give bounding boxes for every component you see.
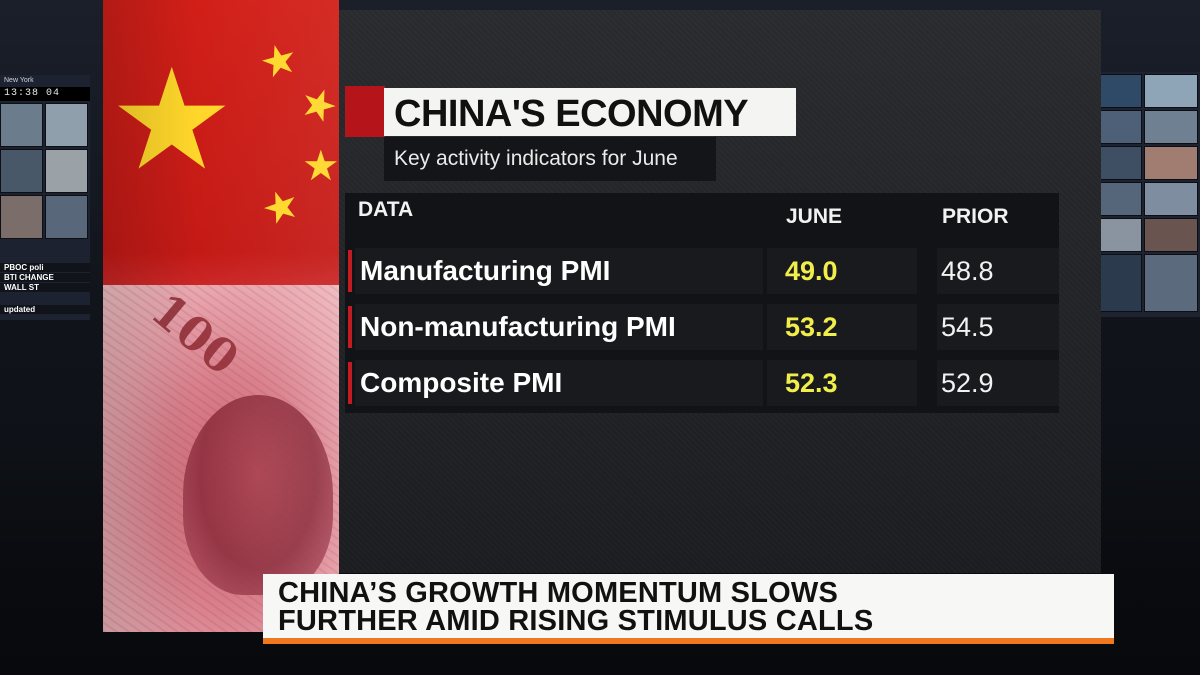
headline-line-2: FURTHER AMID RISING STIMULUS CALLS: [278, 605, 874, 637]
lower-third-banner: CHINA’S GROWTH MOMENTUM SLOWS FURTHER AM…: [263, 574, 1114, 644]
monitor-screen: [45, 149, 88, 193]
row-prior-cell: [937, 360, 1059, 406]
large-star-icon: ★: [109, 50, 235, 190]
column-header-prior: PRIOR: [942, 205, 1009, 228]
column-header-data: DATA: [358, 198, 414, 221]
monitor-ticker: BTI CHANGE: [0, 273, 90, 282]
monitor-ticker: updated: [0, 305, 90, 314]
monitor-ticker: WALL ST: [0, 283, 90, 292]
monitor-screen: [1100, 182, 1142, 216]
monitor-screen: [0, 149, 43, 193]
monitor-screen: [1100, 74, 1142, 108]
row-prior-value: 48.8: [941, 256, 994, 286]
row-current-cell: [767, 304, 917, 350]
left-monitor-wall: New York 13:38 04 PBOC poli BTI CHANGE W…: [0, 75, 90, 320]
monitor-screen: [1100, 254, 1142, 312]
row-current-cell: [767, 360, 917, 406]
lower-third-accent-bar: [263, 638, 1114, 644]
headline-line-1: CHINA’S GROWTH MOMENTUM SLOWS: [278, 577, 838, 609]
monitor-screen: [1144, 254, 1198, 312]
monitor-screen: [1144, 110, 1198, 144]
right-monitor-wall: [1097, 72, 1200, 317]
row-prior-value: 52.9: [941, 368, 994, 398]
row-current-value: 53.2: [785, 312, 838, 342]
monitor-screen: [1100, 110, 1142, 144]
row-accent-mark: [348, 250, 352, 292]
row-current-value: 49.0: [785, 256, 838, 286]
row-label: Manufacturing PMI: [360, 255, 611, 286]
monitor-screen: [0, 195, 43, 239]
row-label-cell: [355, 248, 763, 294]
row-current-value: 52.3: [785, 368, 838, 398]
row-prior-cell: [937, 304, 1059, 350]
row-label-cell: [355, 360, 763, 406]
graphic-subtitle: Key activity indicators for June: [394, 147, 678, 170]
row-current-cell: [767, 248, 917, 294]
row-prior-cell: [937, 248, 1059, 294]
monitor-screen: [45, 103, 88, 147]
panel-shading: [103, 0, 339, 632]
monitor-ticker: PBOC poli: [0, 263, 90, 272]
monitor-screen: [1100, 146, 1142, 180]
monitor-screen: [1144, 182, 1198, 216]
china-flag-panel: ★ ★ ★ ★ ★ 100: [103, 0, 339, 632]
monitor-screen: [1144, 74, 1198, 108]
monitor-screen: [1144, 218, 1198, 252]
row-accent-mark: [348, 362, 352, 404]
title-accent-bar: [345, 86, 385, 137]
table-row: Manufacturing PMI 49.0 48.8: [345, 248, 1059, 294]
title-box: [384, 88, 796, 136]
row-accent-mark: [348, 306, 352, 348]
table-row: Non-manufacturing PMI 53.2 54.5: [345, 304, 1059, 350]
monitor-clock: 13:38 04: [0, 87, 90, 101]
monitor-screen: [1100, 218, 1142, 252]
monitor-screen: [0, 103, 43, 147]
monitor-screen: [45, 195, 88, 239]
monitor-city-label: New York: [4, 77, 34, 84]
row-label-cell: [355, 304, 763, 350]
subtitle-box: [384, 137, 716, 181]
column-header-june: JUNE: [786, 205, 843, 228]
row-label: Composite PMI: [360, 367, 563, 398]
monitor-screen: [1144, 146, 1198, 180]
table-row: Composite PMI 52.3 52.9: [345, 360, 1059, 406]
row-label: Non-manufacturing PMI: [360, 311, 676, 342]
banknote-portrait: [183, 395, 333, 595]
row-prior-value: 54.5: [941, 312, 994, 342]
small-star-icon: ★: [302, 145, 339, 187]
graphic-title: CHINA'S ECONOMY: [394, 93, 749, 135]
